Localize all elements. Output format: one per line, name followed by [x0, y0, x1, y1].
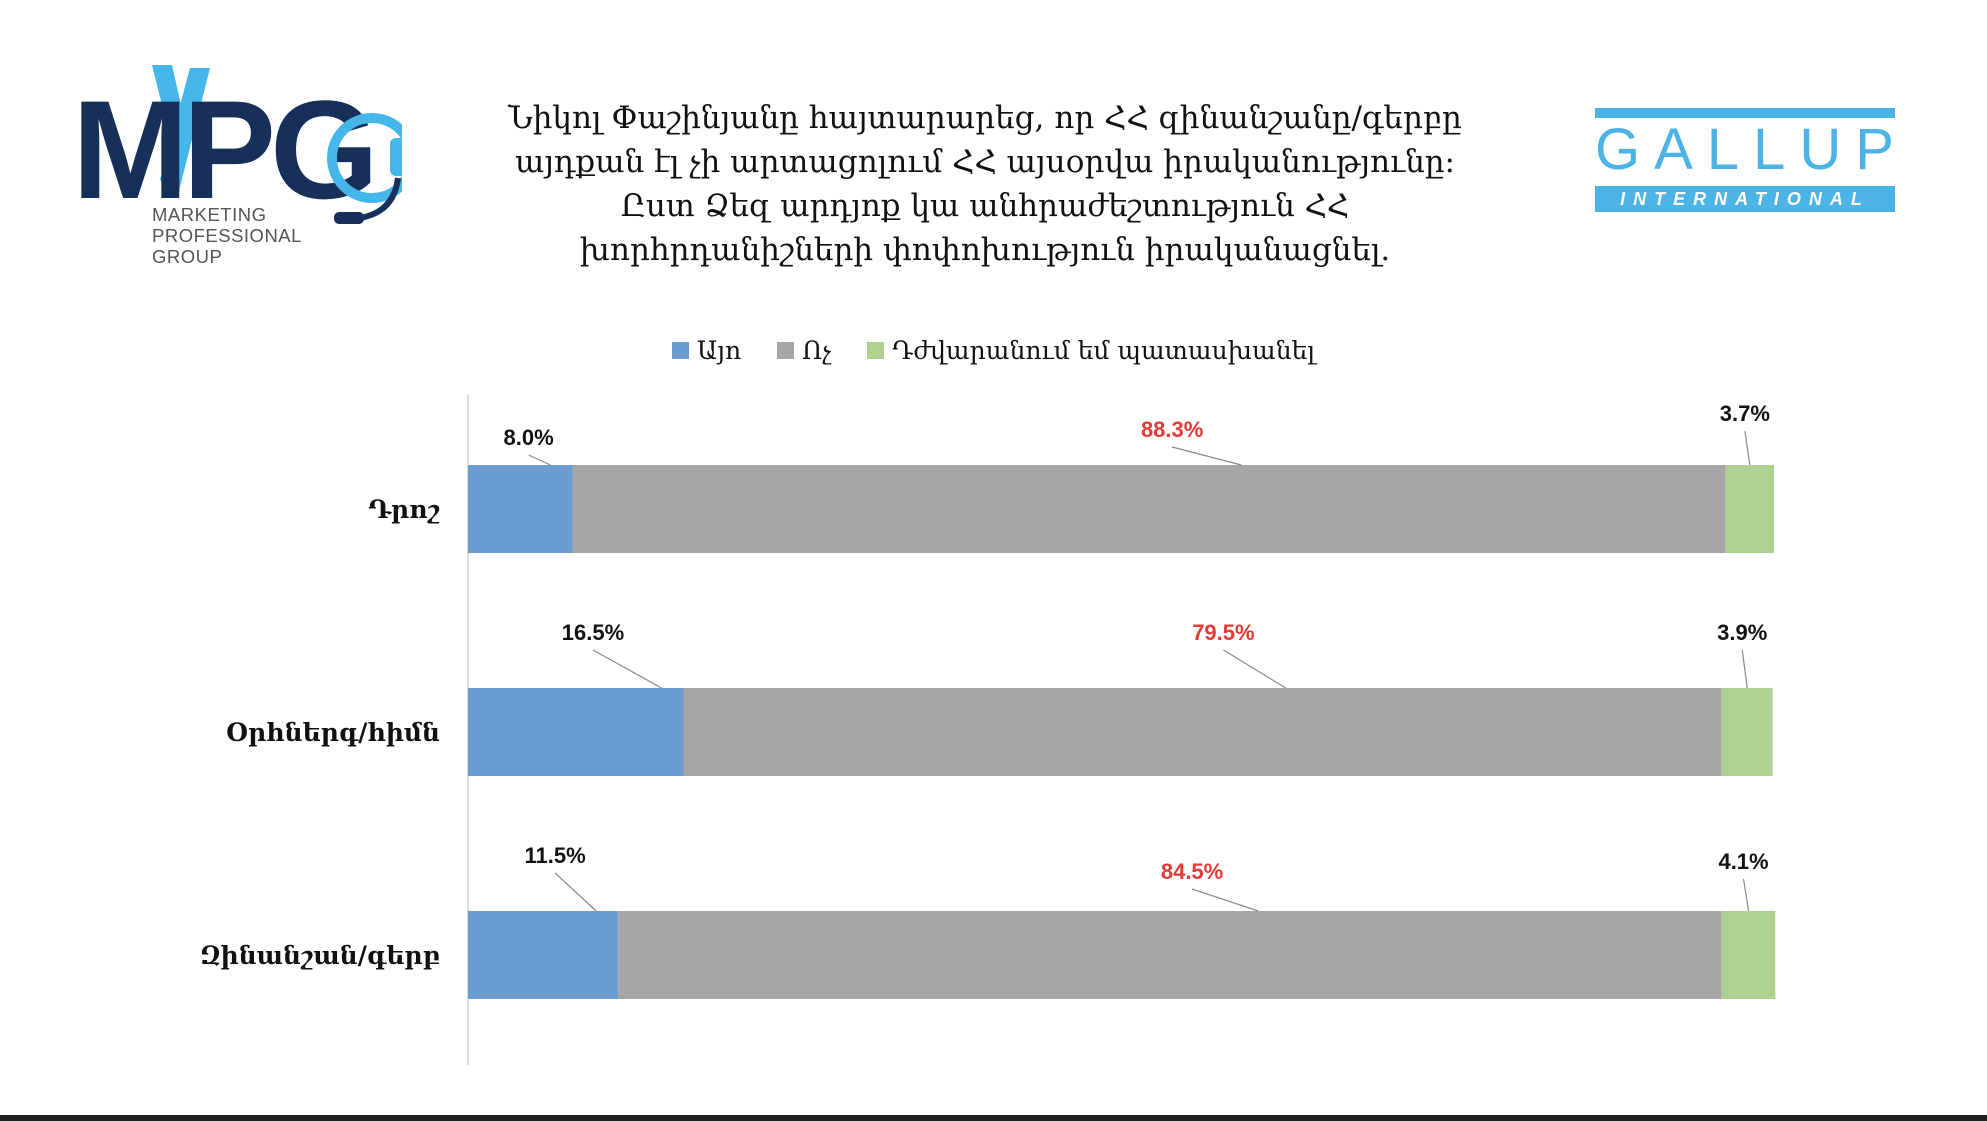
- data-label-leader-no: [1171, 446, 1242, 466]
- mpg-logo: MPG MARKETING PROFESSIONAL GROUP: [72, 60, 402, 280]
- data-label-no: 79.5%: [1192, 620, 1254, 645]
- mpg-logo-mark: MPG: [72, 65, 402, 228]
- gallup-logo-bar: [1595, 108, 1895, 118]
- bar-segment-difficult: [1725, 465, 1774, 553]
- data-label-yes: 8.0%: [504, 425, 554, 450]
- bar-segment-no: [572, 465, 1726, 553]
- category-label: Զինանշան/գերբ: [200, 941, 440, 970]
- data-label-leader-difficult: [1742, 878, 1750, 912]
- bar-segment-yes: [468, 911, 619, 999]
- legend-swatch-yes: [672, 342, 689, 359]
- data-label-difficult: 4.1%: [1718, 849, 1768, 874]
- gallup-logo-band: INTERNATIONAL: [1595, 186, 1895, 212]
- bar-segment-no: [683, 688, 1722, 776]
- title-line-4: խորհրդանիշների փոփոխություն իրականացնել.: [579, 232, 1391, 268]
- legend-item-no: Ոչ: [777, 336, 831, 365]
- chart-legend: Այո Ոչ Դժվարանում եմ պատասխանել: [0, 336, 1987, 365]
- bar-segment-yes: [468, 465, 573, 553]
- data-label-yes: 16.5%: [562, 620, 624, 645]
- legend-swatch-no: [777, 342, 795, 359]
- data-label-leader-no: [1191, 888, 1259, 912]
- data-label-yes: 11.5%: [525, 843, 586, 868]
- bar-segment-difficult: [1721, 911, 1776, 999]
- data-label-leader-yes: [554, 872, 597, 912]
- stacked-bar-chart: Դրոշ 8.0% 88.3% 3.7% Օրհներգ/հիմն 16.5% 79.5% 3…: [200, 395, 1776, 1065]
- data-label-leader-no: [1223, 649, 1286, 689]
- data-label-leader-difficult: [1744, 430, 1751, 466]
- mpg-subtitle-line-1: MARKETING: [152, 204, 267, 225]
- chart-title: Նիկոլ Փաշինյանը հայտարարեց, որ ՀՀ զինանշ…: [440, 96, 1530, 272]
- title-line-2: այդքան էլ չի արտացոլում ՀՀ այսօրվա իրակա…: [514, 144, 1456, 180]
- data-label-no: 84.5%: [1161, 859, 1223, 884]
- bar-segment-difficult: [1721, 688, 1773, 776]
- data-label-leader-yes: [592, 649, 662, 689]
- legend-item-yes: Այո: [672, 336, 741, 365]
- title-line-1: Նիկոլ Փաշինյանը հայտարարեց, որ ՀՀ զինանշ…: [508, 100, 1462, 136]
- legend-label-difficult: Դժվարանում եմ պատասխանել: [892, 336, 1315, 365]
- data-label-difficult: 3.7%: [1720, 401, 1770, 426]
- data-label-difficult: 3.9%: [1717, 620, 1767, 645]
- gallup-logo: GALLUP INTERNATIONAL: [1595, 108, 1895, 212]
- data-label-no: 88.3%: [1141, 417, 1203, 442]
- legend-label-yes: Այո: [697, 336, 742, 365]
- bar-segment-no: [618, 911, 1722, 999]
- mpg-subtitle-line-3: GROUP: [152, 246, 223, 267]
- mpg-subtitle-line-2: PROFESSIONAL: [152, 225, 302, 246]
- legend-item-difficult: Դժվարանում եմ պատասխանել: [867, 336, 1315, 365]
- title-line-3: Ըստ Ձեզ արդյոք կա անհրաժեշտություն ՀՀ: [620, 188, 1350, 224]
- gallup-logo-word: GALLUP: [1595, 117, 1908, 182]
- bottom-divider: [0, 1115, 1987, 1121]
- category-label: Դրոշ: [368, 495, 440, 524]
- bar-segment-yes: [468, 688, 684, 776]
- legend-label-no: Ոչ: [802, 336, 832, 365]
- mpg-logo-letters: MPG: [72, 71, 373, 228]
- category-label: Օրհներգ/հիմն: [226, 718, 440, 747]
- data-label-leader-difficult: [1741, 649, 1748, 689]
- legend-swatch-difficult: [867, 342, 885, 359]
- data-label-leader-yes: [528, 454, 551, 466]
